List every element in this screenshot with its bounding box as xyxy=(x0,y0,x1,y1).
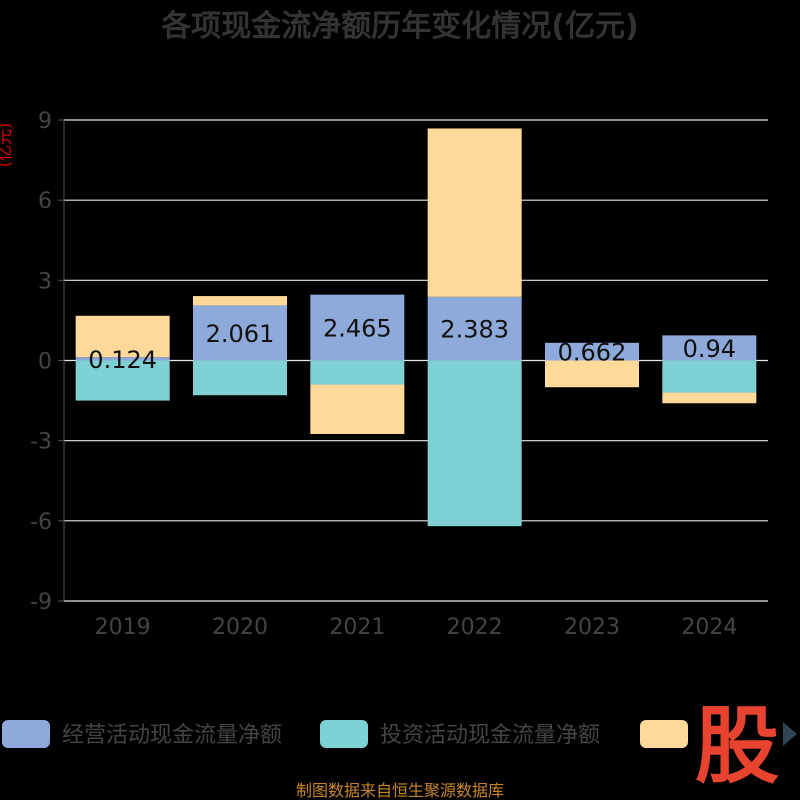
bar-2020-series-2[interactable] xyxy=(193,296,287,306)
bar-2019-series-0[interactable] xyxy=(75,357,170,361)
bar-2024-series-1[interactable] xyxy=(662,360,757,393)
data-label: 2.061 xyxy=(206,320,275,348)
x-tick-label: 2022 xyxy=(447,615,503,640)
axes: -9 -6 -3 0 3 6 9 2019 2020 2021 2022 2023 2024 xyxy=(30,109,737,640)
bar-2021-series-2[interactable] xyxy=(310,384,405,434)
chart-title: 各项现金流净额历年变化情况(亿元) xyxy=(160,9,638,44)
source-note: 制图数据来自恒生聚源数据库 xyxy=(296,781,504,800)
bar-2022-series-0[interactable] xyxy=(427,296,522,361)
y-axis-label: (亿元) xyxy=(0,123,14,168)
bar-2020-series-0[interactable] xyxy=(193,305,287,361)
y-tick-label: -6 xyxy=(30,510,52,535)
bar-2024-series-0[interactable] xyxy=(662,335,757,361)
bar-2024-series-2[interactable] xyxy=(662,392,757,404)
bar-2022-series-1[interactable] xyxy=(427,360,522,527)
bar-2022-series-2[interactable] xyxy=(427,128,522,297)
data-label: 0.94 xyxy=(683,335,736,363)
bars xyxy=(75,128,757,527)
grid xyxy=(64,119,768,602)
x-tick-label: 2023 xyxy=(564,615,620,640)
data-label: 2.383 xyxy=(440,316,509,344)
legend-swatch[interactable] xyxy=(320,720,368,748)
y-tick-label: 6 xyxy=(38,189,52,214)
data-label: 0.124 xyxy=(88,346,157,374)
y-tick-label: 3 xyxy=(38,269,52,294)
bar-2019-series-2[interactable] xyxy=(75,315,170,358)
data-label: 2.465 xyxy=(323,315,392,343)
bar-2019-series-1[interactable] xyxy=(75,360,170,401)
x-tick-label: 2020 xyxy=(212,615,268,640)
x-tick-label: 2019 xyxy=(95,615,151,640)
data-labels: 0.124 2.061 2.465 2.383 0.662 0.94 xyxy=(88,315,736,374)
legend-label[interactable]: 经营活动现金流量净额 xyxy=(62,723,282,748)
x-tick-label: 2021 xyxy=(329,615,385,640)
bar-2021-series-1[interactable] xyxy=(310,360,405,385)
legend-swatch[interactable] xyxy=(2,720,50,748)
bar-2023-series-2[interactable] xyxy=(545,360,639,388)
watermark-logo: 股 xyxy=(695,697,779,795)
y-tick-label: 9 xyxy=(38,109,52,134)
legend: 经营活动现金流量净额 投资活动现金流量净额 xyxy=(2,720,688,748)
y-tick-label: 0 xyxy=(38,350,52,375)
y-tick-label: -9 xyxy=(30,590,52,615)
y-tick-label: -3 xyxy=(30,430,52,455)
legend-next-arrow-icon[interactable] xyxy=(783,722,797,746)
bar-2021-series-0[interactable] xyxy=(310,294,405,361)
bar-2020-series-1[interactable] xyxy=(193,360,287,396)
legend-swatch[interactable] xyxy=(640,720,688,748)
data-label: 0.662 xyxy=(558,339,627,367)
bar-2023-series-0[interactable] xyxy=(545,342,639,361)
legend-label[interactable]: 投资活动现金流量净额 xyxy=(380,723,600,748)
x-tick-label: 2024 xyxy=(681,615,737,640)
